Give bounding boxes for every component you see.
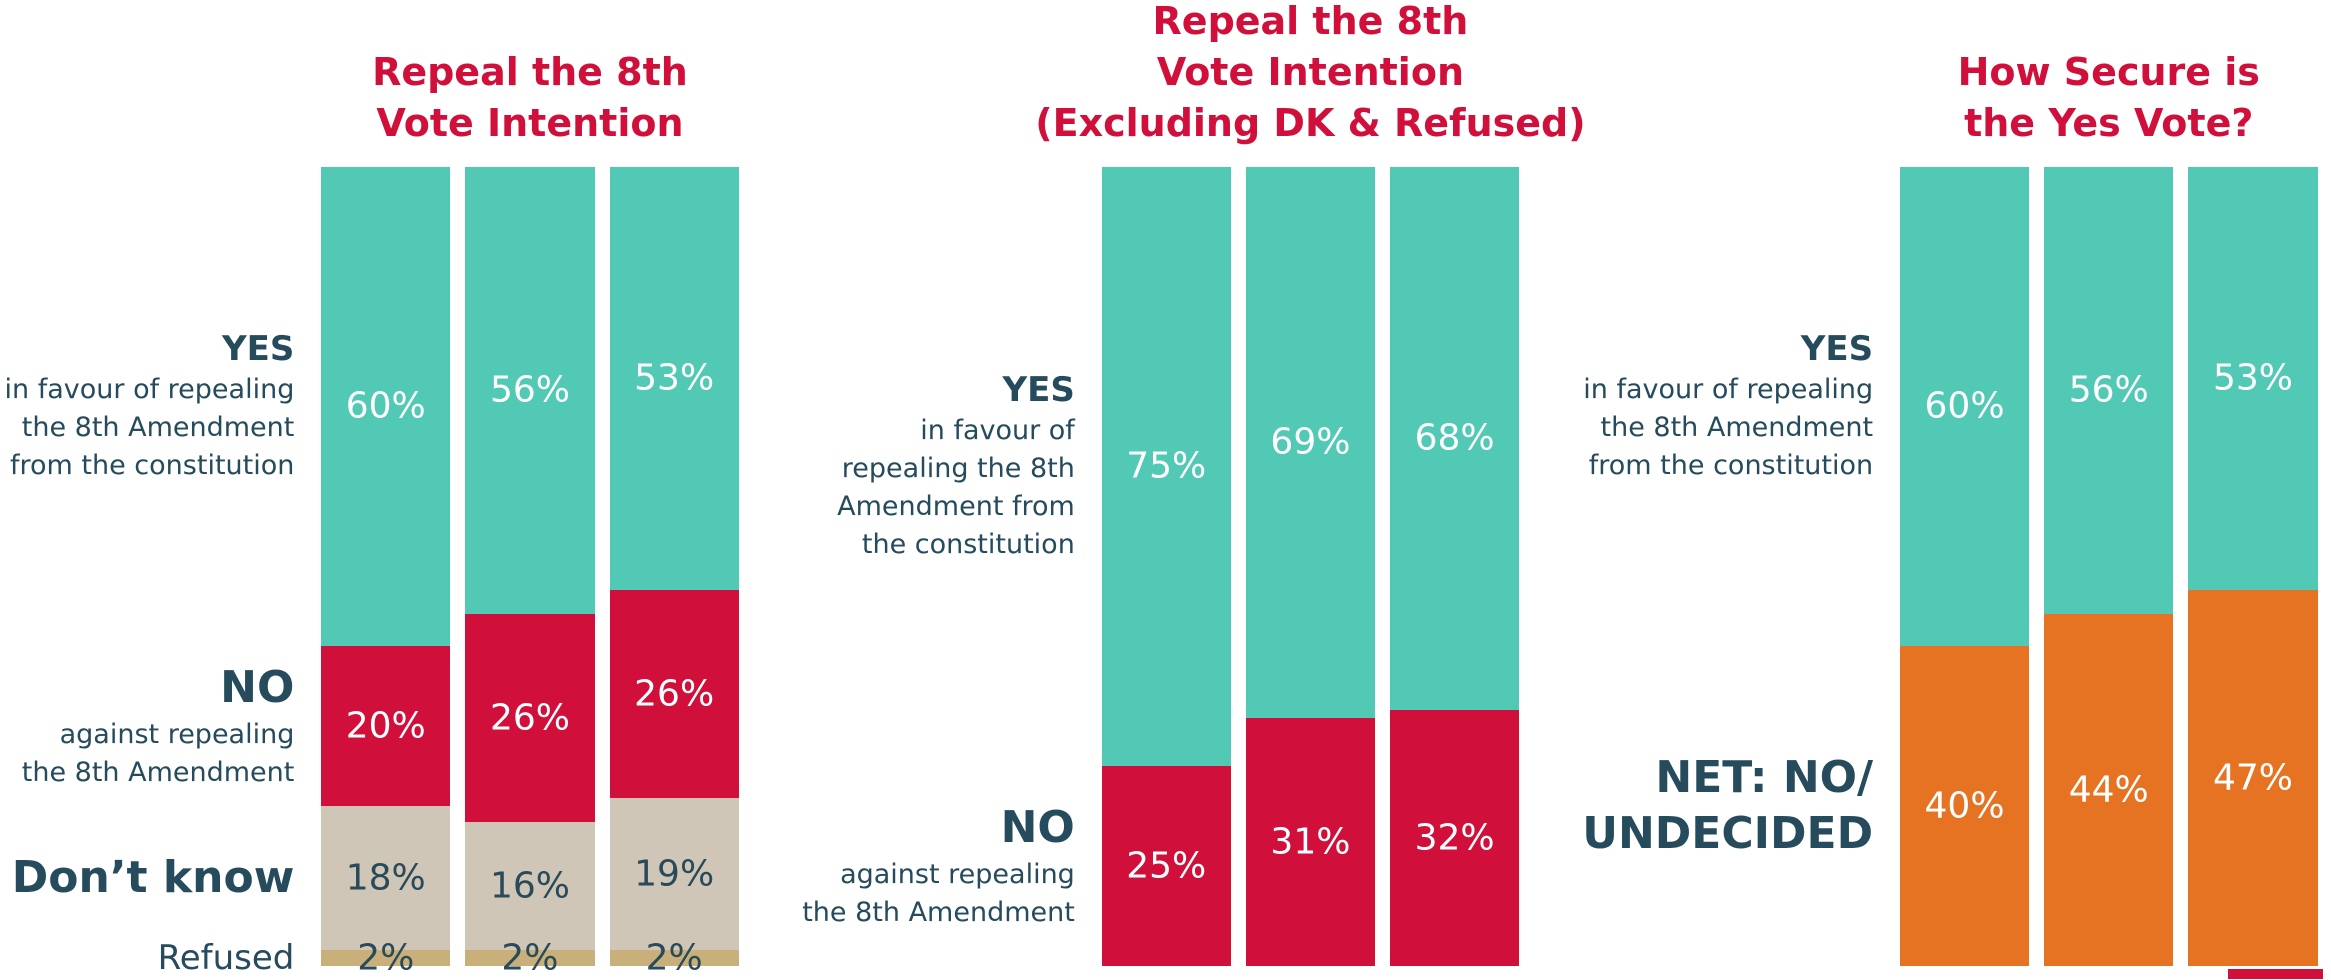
series-label: YES in favour of repealing the 8th Amendm…: [1473, 327, 1873, 485]
bar-segment: [465, 166, 595, 615]
legend-description: in favour of repealing the 8th Amendment…: [1583, 374, 1874, 482]
data-label: 60%: [1924, 385, 2005, 427]
series-label: YES in favour of repealing the 8th Amendm…: [0, 327, 295, 485]
legend-name: YES: [1002, 370, 1075, 411]
data-label: 56%: [489, 369, 570, 411]
data-label: 2%: [645, 937, 703, 979]
bar-segment: [465, 822, 595, 951]
bar-segment: [1245, 166, 1376, 719]
bar-segment: [1899, 166, 2030, 647]
legend-description: against repealing the 8th Amendment: [802, 859, 1075, 929]
data-label: 16%: [489, 865, 570, 907]
chart-title: Repeal the 8th Vote Intention (Excluding…: [1035, 0, 1586, 145]
series-label: NO against repealing the 8th Amendment: [675, 800, 1075, 932]
data-label: 25%: [1126, 845, 1207, 887]
data-label: 60%: [345, 385, 426, 427]
legend-name: NET: NO/ UNDECIDED: [1582, 752, 1874, 860]
decoration: [2228, 969, 2323, 979]
data-label: 40%: [1924, 785, 2005, 827]
legend-name: Refused: [157, 938, 295, 979]
bar-segment: [1389, 710, 1520, 967]
legend-name: YES: [222, 329, 295, 370]
series-label: Don’t know: [0, 850, 295, 906]
bar-segment: [1101, 766, 1231, 967]
data-label: 18%: [345, 857, 426, 899]
bar-segment: [609, 166, 739, 591]
bar-segment: [465, 950, 595, 967]
data-label: 53%: [2212, 357, 2293, 399]
data-label: 56%: [2068, 369, 2149, 411]
data-label: 26%: [634, 673, 715, 715]
bar-segment: [2188, 166, 2318, 591]
bar-segment: [1245, 718, 1376, 967]
data-label: 44%: [2068, 769, 2149, 811]
bar-segment: [465, 614, 595, 823]
bar-segment: [321, 646, 451, 807]
bar-segment: [321, 166, 451, 647]
data-label: 32%: [1414, 817, 1495, 859]
data-label: 2%: [501, 937, 559, 979]
bar-segment: [1389, 166, 1520, 711]
data-label: 20%: [345, 705, 426, 747]
bar-segment: [1899, 646, 2030, 967]
bar-segment: [609, 798, 739, 951]
bar-segment: [321, 806, 451, 951]
data-label: 19%: [634, 853, 715, 895]
bar-segment: [321, 950, 451, 967]
legend-name: NO: [1000, 802, 1075, 854]
data-label: 68%: [1414, 417, 1495, 459]
legend-description: against repealing the 8th Amendment: [21, 719, 295, 789]
bar-segment: [2044, 614, 2174, 967]
bar-segment: [1101, 166, 1231, 767]
legend-name: Don’t know: [11, 852, 295, 904]
bar-segment: [609, 590, 739, 799]
series-label: NO against repealing the 8th Amendment: [0, 660, 295, 792]
legend-description: in favour of repealing the 8th Amendment…: [837, 415, 1075, 561]
series-label: NET: NO/ UNDECIDED: [1473, 750, 1873, 862]
chart-title: How Secure is the Yes Vote?: [1957, 49, 2260, 145]
data-label: 75%: [1126, 445, 1207, 487]
data-label: 53%: [634, 357, 715, 399]
data-label: 31%: [1270, 821, 1351, 863]
legend-name: YES: [1800, 329, 1874, 370]
data-label: 69%: [1270, 421, 1351, 463]
legend-description: in favour of repealing the 8th Amendment…: [4, 374, 295, 482]
legend-name: NO: [220, 662, 295, 714]
bar-segment: [609, 950, 739, 967]
series-label: YES in favour of repealing the 8th Amendm…: [675, 368, 1075, 564]
series-label: Refused: [0, 936, 295, 980]
bar-segment: [2188, 590, 2318, 967]
chart-title: Repeal the 8th Vote Intention: [372, 49, 688, 145]
bar-segment: [2044, 166, 2174, 615]
data-label: 2%: [357, 937, 415, 979]
data-label: 47%: [2212, 757, 2293, 799]
data-label: 26%: [489, 697, 570, 739]
